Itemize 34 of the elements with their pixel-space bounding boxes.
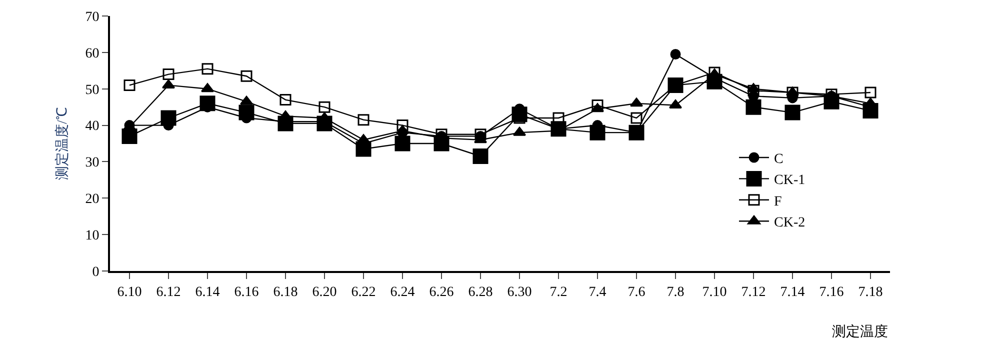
x-tick-label: 7.18 <box>858 284 883 300</box>
legend-label: F <box>774 194 782 210</box>
x-tick-label: 7.6 <box>628 284 646 300</box>
x-tick-label: 7.4 <box>588 284 606 300</box>
x-tick-label: 7.10 <box>702 284 727 300</box>
y-tick-label: 70 <box>85 10 100 25</box>
y-tick-label: 40 <box>85 119 100 134</box>
y-tick-label: 20 <box>85 192 100 208</box>
x-tick-label: 6.10 <box>117 284 142 300</box>
x-tick-label: 6.30 <box>507 284 532 300</box>
x-tick-label: 7.2 <box>550 284 568 300</box>
x-tick-label: 6.24 <box>390 284 415 300</box>
x-axis-title: 测定温度 <box>832 324 888 340</box>
x-tick-label: 7.8 <box>666 284 684 300</box>
y-tick-label: 60 <box>85 46 100 62</box>
x-tick-label: 6.20 <box>312 284 337 300</box>
y-tick-label: 50 <box>85 82 100 98</box>
x-tick-label: 6.22 <box>351 284 376 300</box>
y-tick-label: 10 <box>85 228 100 244</box>
x-tick-label: 7.14 <box>780 284 805 300</box>
x-tick-label: 6.12 <box>156 284 181 300</box>
y-tick-label: 0 <box>92 264 100 280</box>
legend-label: CK-1 <box>774 173 806 188</box>
y-axis-title: 测定温度/℃ <box>54 107 70 180</box>
x-tick-label: 6.14 <box>195 284 220 300</box>
x-tick-label: 7.16 <box>819 284 844 300</box>
legend-label: C <box>774 152 784 167</box>
x-tick-label: 7.12 <box>741 284 766 300</box>
x-tick-label: 6.16 <box>234 284 259 300</box>
y-tick-label: 30 <box>85 156 100 171</box>
legend-label: CK-2 <box>774 216 806 231</box>
x-tick-label: 6.28 <box>468 284 493 300</box>
x-tick-label: 6.18 <box>273 284 298 300</box>
x-tick-label: 6.26 <box>429 284 454 300</box>
